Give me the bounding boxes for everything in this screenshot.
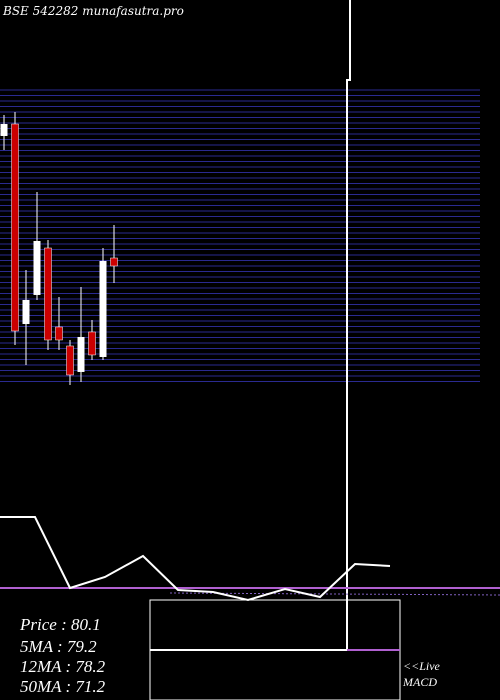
chart-title: BSE 542282 munafasutra.pro — [2, 4, 184, 18]
candle-body — [44, 247, 52, 341]
candle-body — [110, 257, 118, 267]
candle-body — [0, 124, 8, 136]
marker-line — [346, 0, 351, 650]
histogram-line — [169, 592, 500, 596]
stat: 5MA : 79.2 — [20, 637, 97, 656]
live-label: <<Live — [403, 659, 441, 673]
stat: Price : 80.1 — [19, 615, 101, 634]
candle-body — [99, 261, 107, 357]
candle-body — [33, 241, 41, 295]
stat: 12MA : 78.2 — [20, 657, 106, 676]
stat: 50MA : 71.2 — [20, 677, 106, 696]
macd-line — [0, 516, 391, 602]
candle-body — [77, 336, 85, 372]
grid — [0, 89, 480, 382]
macd-label: MACD — [402, 675, 437, 689]
candle-body — [11, 123, 19, 332]
candle-body — [88, 331, 96, 356]
candle-body — [22, 299, 30, 324]
candle-body — [66, 345, 74, 376]
candle-body — [55, 326, 63, 341]
